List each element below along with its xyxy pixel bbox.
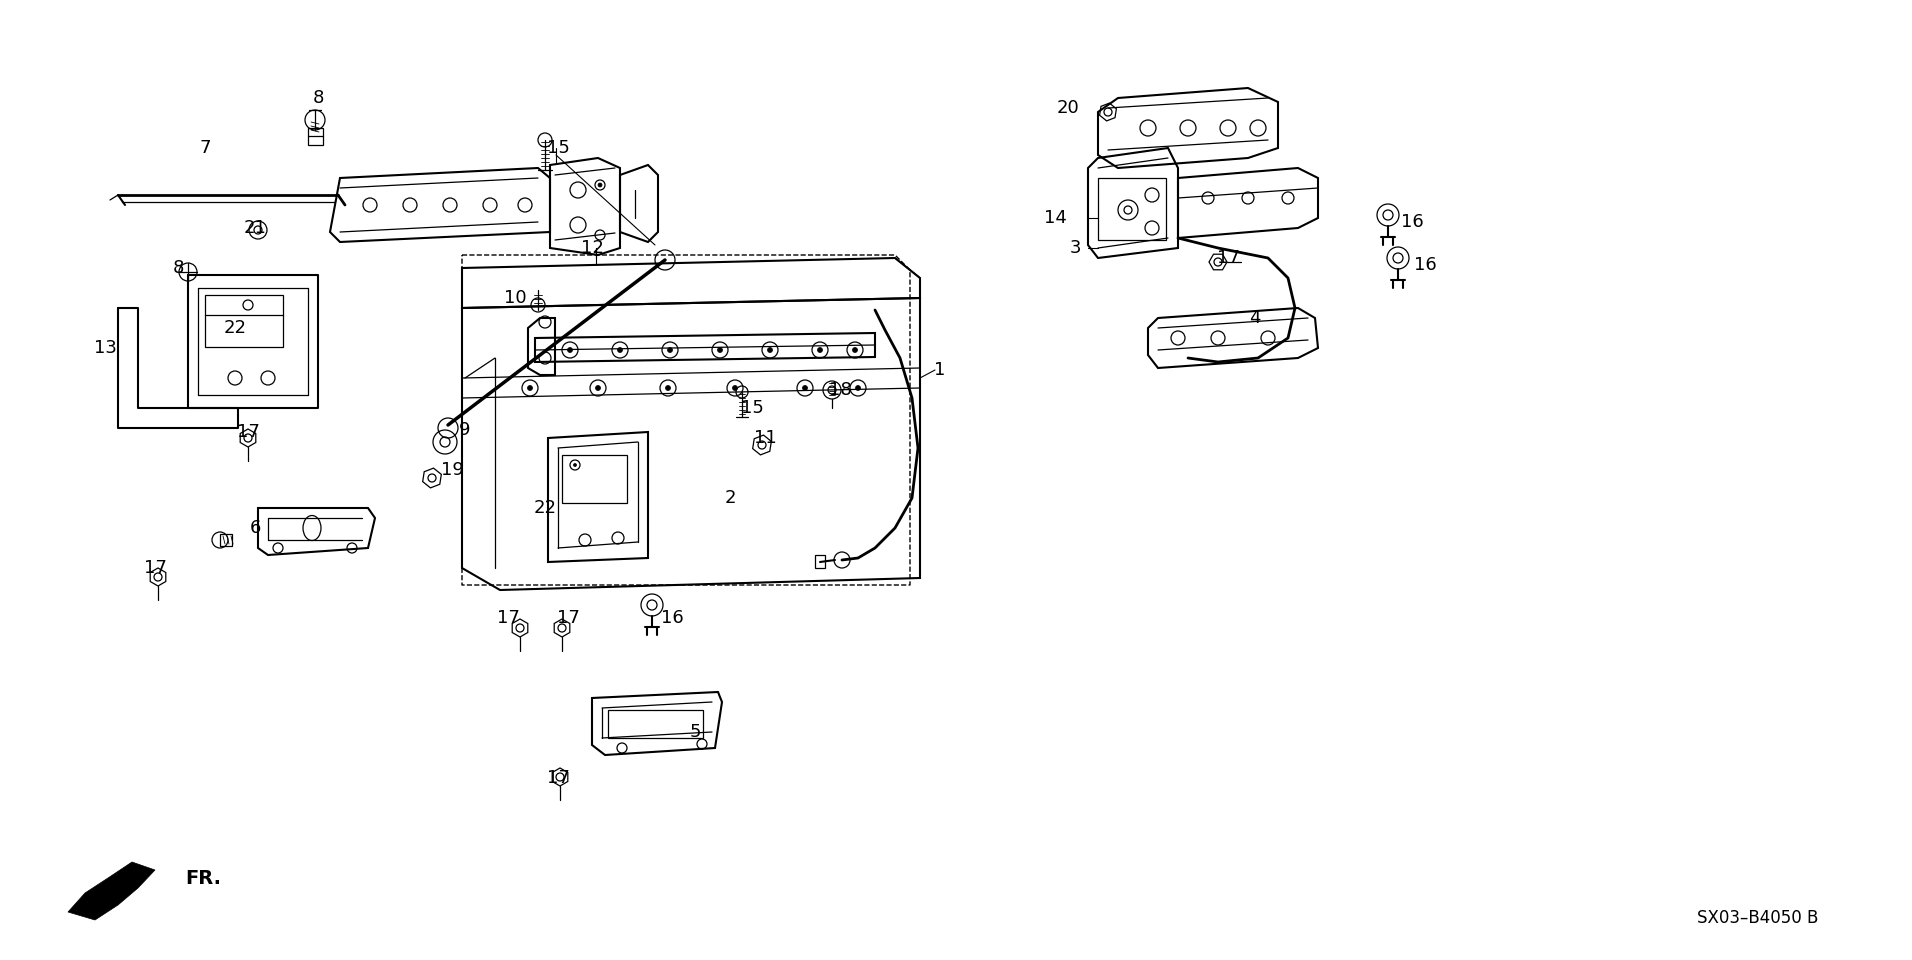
Text: 4: 4 [1249,309,1260,327]
Circle shape [528,386,533,391]
Text: 6: 6 [249,519,260,537]
Circle shape [574,464,577,467]
Polygon shape [69,862,155,920]
Text: 17: 17 [556,609,579,627]
Circle shape [665,386,671,391]
Text: 17: 17 [547,769,570,787]
Bar [1097,178,1166,240]
Bar [205,295,283,347]
Text: 15: 15 [740,399,763,417]
Circle shape [767,348,772,352]
Text: 15: 15 [547,139,570,157]
Text: 20: 20 [1057,99,1080,117]
Circle shape [732,386,738,391]
Bar [562,455,627,503]
Text: 21: 21 [243,219,266,237]
Text: 16: 16 [1413,256,1436,274]
Circle shape [595,386,600,391]
Bar [608,710,704,738]
Text: 17: 17 [1216,249,1239,267]
Text: 17: 17 [237,423,260,441]
Circle shape [667,348,673,352]
Circle shape [717,348,723,352]
Text: SX03–B4050 B: SX03–B4050 B [1698,909,1818,927]
Text: 11: 11 [753,429,776,447]
Text: 10: 10 [503,289,526,307]
Text: 19: 19 [440,461,463,479]
Text: 5: 5 [688,723,702,741]
Text: FR.: FR. [185,869,222,887]
Text: 17: 17 [497,609,520,627]
Text: 12: 12 [581,239,604,257]
Circle shape [803,386,807,391]
Text: 22: 22 [533,499,556,517]
Text: 13: 13 [94,339,117,357]
Circle shape [598,183,602,187]
Text: 3: 3 [1069,239,1080,257]
Text: 17: 17 [143,559,166,577]
Text: 9: 9 [459,421,470,439]
Text: 8: 8 [312,89,323,107]
Circle shape [818,348,822,352]
Circle shape [855,386,860,391]
Text: 16: 16 [1401,213,1423,231]
Text: 16: 16 [662,609,683,627]
Text: 2: 2 [725,489,736,507]
Text: 22: 22 [224,319,247,337]
Circle shape [618,348,623,352]
Text: 1: 1 [935,361,946,379]
Text: 7: 7 [199,139,210,157]
Text: 14: 14 [1044,209,1067,227]
Text: 8: 8 [172,259,184,277]
Circle shape [853,348,857,352]
Text: 18: 18 [828,381,851,399]
Circle shape [568,348,572,352]
